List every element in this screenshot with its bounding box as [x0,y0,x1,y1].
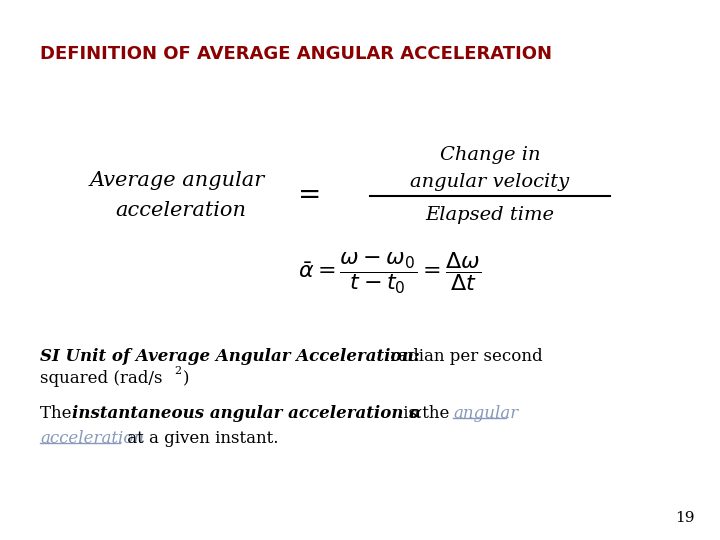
Text: at a given instant.: at a given instant. [122,430,279,447]
Text: angular velocity: angular velocity [410,173,570,191]
Text: =: = [298,183,322,210]
Text: The: The [40,405,77,422]
Text: 2: 2 [174,366,181,376]
Text: angular: angular [453,405,518,422]
Text: Elapsed time: Elapsed time [426,206,554,224]
Text: instantaneous angular acceleration α: instantaneous angular acceleration α [72,405,422,422]
Text: is the: is the [398,405,454,422]
Text: radian per second: radian per second [385,348,543,365]
Text: SI Unit of Average Angular Acceleration:: SI Unit of Average Angular Acceleration: [40,348,420,365]
Text: 19: 19 [675,511,695,525]
Text: Average angular: Average angular [90,171,265,190]
Text: Change in: Change in [440,146,540,164]
Text: acceleration: acceleration [40,430,144,447]
Text: $\bar{\alpha} = \dfrac{\omega-\omega_0}{t-t_0} = \dfrac{\Delta\omega}{\Delta t}$: $\bar{\alpha} = \dfrac{\omega-\omega_0}{… [299,250,482,296]
Text: ): ) [183,370,189,387]
Text: acceleration: acceleration [115,200,246,219]
Text: DEFINITION OF AVERAGE ANGULAR ACCELERATION: DEFINITION OF AVERAGE ANGULAR ACCELERATI… [40,45,552,63]
Text: squared (rad/s: squared (rad/s [40,370,163,387]
